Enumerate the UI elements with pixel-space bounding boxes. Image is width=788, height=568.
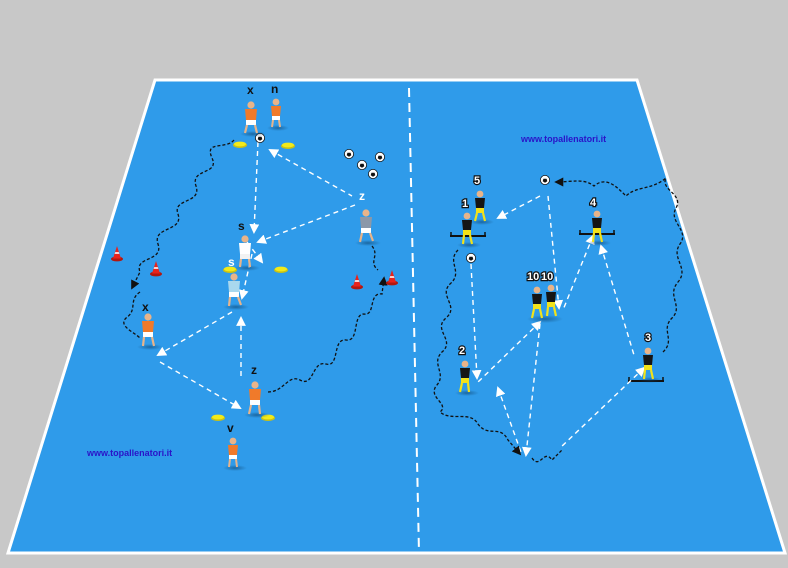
pass-arrow: [470, 263, 482, 380]
pass-arrow: [598, 244, 635, 356]
player-number: 3: [645, 332, 651, 344]
player-label: x: [142, 300, 149, 314]
player-label: v: [227, 421, 234, 435]
dribble-path: [131, 139, 235, 290]
pass-arrow: [547, 195, 564, 310]
pass-arrow: [562, 234, 595, 311]
dribble-path: [371, 245, 379, 271]
football-icon: [343, 148, 355, 160]
player-label: s: [238, 219, 245, 233]
player-icon: [355, 209, 381, 246]
player-icon: [470, 190, 494, 225]
player-number: 2: [459, 345, 465, 357]
watermark-right: www.topallenatori.it: [520, 134, 606, 144]
player-icon: [587, 210, 611, 246]
player-icon: [244, 381, 270, 418]
player-number: 10: [527, 271, 539, 283]
player-icon: [234, 235, 260, 271]
player-label: x: [247, 83, 254, 97]
football-icon: [367, 168, 379, 180]
pass-arrow: [268, 149, 353, 197]
dribble-path: [123, 291, 141, 339]
pass-arrow: [496, 195, 541, 219]
player-icon: [240, 101, 266, 137]
player-icon: [223, 273, 249, 310]
dribble-path: [433, 249, 522, 456]
player-icon: [137, 313, 163, 350]
pass-arrow: [496, 386, 523, 456]
pass-arrow: [521, 323, 541, 457]
player-number: 1: [462, 198, 468, 210]
player-label: z: [251, 363, 257, 377]
pitch-surface: [5, 78, 788, 555]
player-icon: [638, 347, 662, 383]
football-icon: [356, 159, 368, 171]
football-icon: [539, 174, 551, 186]
player-number: 5: [474, 175, 480, 187]
player-icon: [545, 284, 558, 317]
pass-arrow: [238, 253, 253, 300]
pass-arrow: [159, 361, 242, 409]
pass-arrow: [559, 366, 646, 449]
pass-arrow: [249, 141, 260, 234]
watermark-left: www.topallenatori.it: [86, 448, 172, 458]
left-drill: x n s x z v s z www.topallenatori.it: [86, 82, 398, 471]
player-icon: [267, 98, 289, 131]
right-drill: 5 1 4 10 10 2 3 www.topallenatori.it: [433, 134, 684, 463]
player-number: 10: [541, 271, 553, 283]
player-label: n: [271, 82, 278, 96]
dribble-path: [267, 276, 388, 393]
halfway-line: [408, 87, 420, 554]
player-icon: [455, 360, 479, 396]
player-label: z: [359, 189, 365, 203]
player-icon: [223, 437, 247, 471]
football-icon: [374, 151, 386, 163]
player-icon: [527, 286, 563, 323]
player-icon: [457, 212, 481, 248]
football-icon: [465, 252, 477, 264]
player-number: 4: [590, 197, 597, 209]
player-label: s: [228, 255, 235, 269]
